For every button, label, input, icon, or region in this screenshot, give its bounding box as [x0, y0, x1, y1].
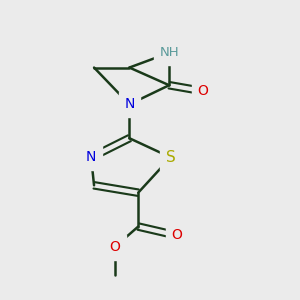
Text: N: N: [86, 150, 96, 164]
Text: O: O: [198, 84, 208, 98]
Text: N: N: [124, 98, 135, 111]
Text: O: O: [109, 240, 120, 254]
Text: NH: NH: [159, 46, 179, 59]
Text: O: O: [171, 228, 182, 242]
Text: S: S: [166, 150, 176, 165]
